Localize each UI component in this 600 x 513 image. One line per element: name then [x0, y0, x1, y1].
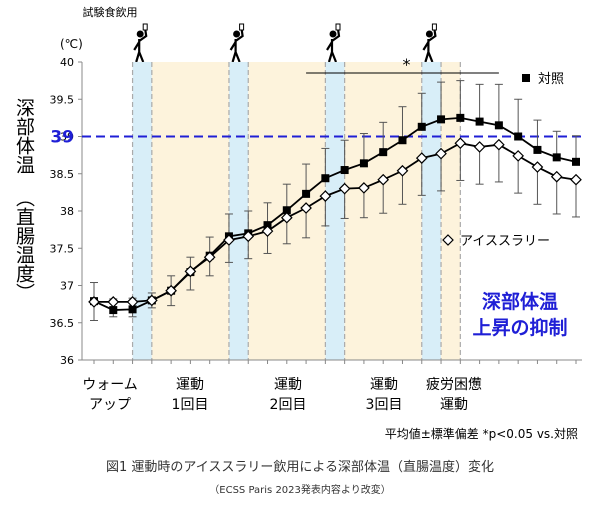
point — [473, 141, 486, 153]
phase-label: ウォーム — [82, 377, 138, 393]
point — [456, 113, 465, 122]
point — [533, 145, 542, 154]
point — [377, 173, 390, 186]
note: 平均値±標準偏差 *p<0.05 vs.対照 — [385, 426, 578, 441]
point — [300, 202, 312, 214]
point — [570, 173, 582, 186]
phase-band — [421, 62, 442, 360]
point — [358, 182, 370, 194]
phase-band — [441, 62, 461, 360]
point — [493, 138, 505, 151]
reference-label: 39 — [50, 128, 74, 148]
point — [514, 132, 523, 141]
point — [572, 157, 580, 166]
phase-band — [151, 62, 229, 360]
point — [415, 152, 428, 164]
phase-label: 運動 — [274, 377, 302, 393]
y-tick-label: 37.5 — [50, 242, 75, 255]
phase-label: 1回目 — [172, 397, 209, 413]
point — [302, 189, 311, 198]
annotation: 上昇の抑制 — [472, 316, 567, 339]
point — [107, 296, 120, 308]
point — [340, 166, 349, 175]
point — [280, 211, 293, 224]
phase-band — [325, 62, 345, 360]
point — [379, 148, 388, 157]
point — [261, 225, 274, 237]
point — [396, 164, 409, 177]
icon-cup — [239, 23, 245, 31]
y-tick-label: 38 — [60, 205, 74, 218]
phase-label: 2回目 — [270, 397, 307, 413]
y-label: （直腸温度） — [13, 188, 35, 302]
icon-cup — [335, 23, 341, 31]
legend-label: アイススラリー — [460, 234, 550, 249]
caption: 図1 運動時のアイススラリー飲用による深部体温（直腸温度）変化 — [106, 459, 494, 475]
y-tick-label: 36 — [60, 354, 74, 367]
legend-marker — [442, 234, 454, 246]
point — [203, 251, 216, 264]
y-tick-label: 38.5 — [50, 168, 75, 181]
point — [454, 137, 467, 150]
phase-label: アップ — [89, 397, 131, 413]
icon-cup — [142, 23, 148, 31]
point — [531, 161, 544, 173]
icon-cup — [431, 23, 437, 31]
y-label: 深部体温 — [13, 98, 35, 174]
point — [223, 234, 235, 246]
icon-body — [422, 28, 437, 63]
point — [321, 174, 330, 183]
phase-label: 運動 — [176, 377, 204, 393]
point — [512, 150, 525, 162]
point — [359, 159, 368, 168]
phase-label: 運動 — [440, 397, 468, 413]
point — [550, 170, 563, 183]
point — [435, 147, 447, 160]
y-tick-label: 37 — [60, 280, 74, 293]
legend-marker — [522, 74, 530, 82]
icon-body — [229, 28, 244, 63]
phase-label: 疲労困憊 — [426, 376, 482, 393]
point — [88, 296, 100, 308]
point — [126, 296, 139, 308]
icon-head — [233, 30, 241, 38]
point — [475, 117, 484, 126]
point — [398, 136, 407, 145]
header: 試験食飲用 — [83, 5, 138, 19]
annotation: 深部体温 — [482, 290, 558, 313]
drink-icons — [133, 23, 437, 63]
icon-body — [326, 28, 341, 63]
point — [417, 122, 426, 131]
icon-head — [425, 30, 433, 38]
phase-band — [132, 62, 152, 360]
source: （ECSS Paris 2023発表内容より改変） — [209, 483, 390, 496]
y-tick-label: 36.5 — [50, 317, 75, 330]
legend-label: 対照 — [538, 72, 564, 87]
point — [145, 294, 158, 307]
point — [494, 121, 503, 130]
point — [242, 230, 255, 243]
point — [165, 284, 177, 297]
icon-head — [329, 30, 337, 38]
phase-label: 運動 — [370, 377, 398, 393]
significance-mark: * — [402, 55, 410, 74]
point — [184, 265, 197, 278]
point — [338, 182, 351, 195]
point — [552, 153, 561, 162]
y-tick-label: 39.5 — [50, 93, 75, 106]
icon-head — [136, 30, 144, 38]
icon-body — [133, 28, 148, 63]
y-tick-label: 40 — [60, 56, 74, 69]
phase-label: 3回目 — [366, 397, 403, 413]
unit: (℃) — [60, 37, 83, 51]
y-tick-label: 39 — [60, 131, 74, 144]
point — [319, 190, 332, 202]
point — [437, 115, 446, 124]
